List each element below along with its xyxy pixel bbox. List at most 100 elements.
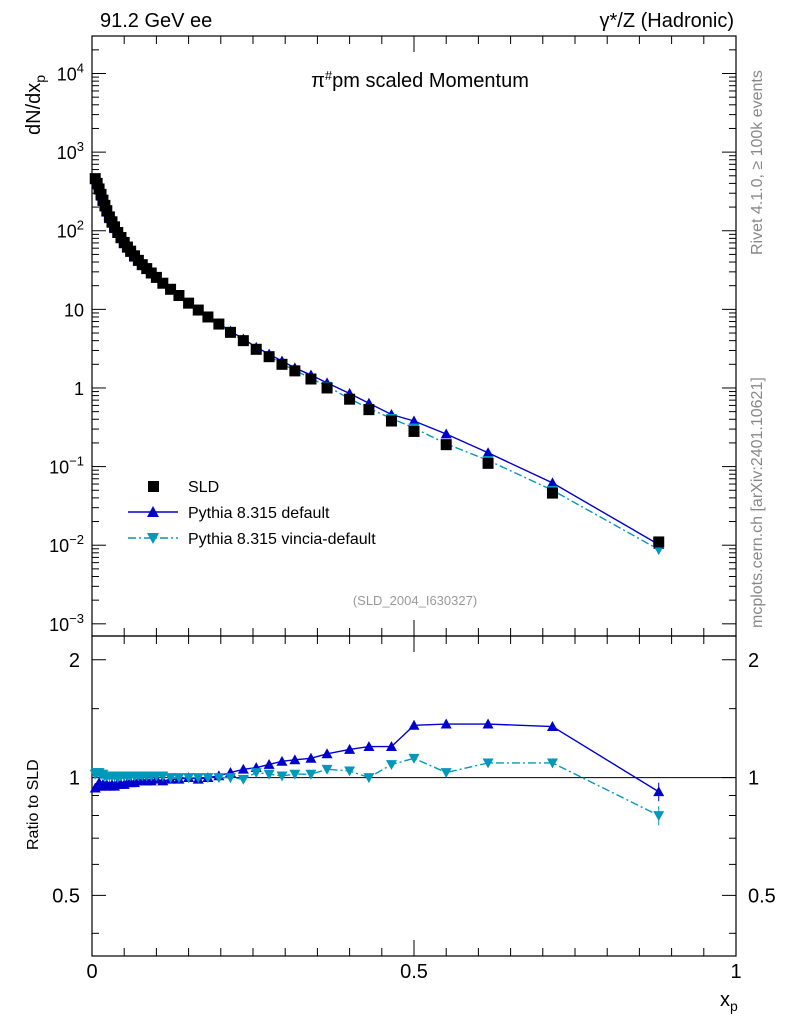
plot-title-rest: pm scaled Momentum (332, 70, 529, 92)
legend-default-marker (147, 506, 159, 517)
main-point-0-43 (653, 536, 665, 548)
main-point-0-35 (321, 382, 333, 394)
main-point-0-41 (482, 457, 494, 469)
main-point-1-42 (546, 477, 558, 488)
main-ytick-label-7: 10−3 (49, 611, 84, 635)
ratio-point-0-36 (344, 743, 356, 754)
ratio-point-1-33 (289, 769, 301, 780)
main-point-0-27 (213, 318, 225, 330)
legend-sld-label: SLD (188, 479, 219, 496)
main-point-0-20 (150, 271, 162, 283)
mcplots-label: mcplots.cern.ch [arXiv:2401.10621] (749, 377, 766, 628)
ratio-point-1-42 (546, 758, 558, 769)
ratio-point-0-34 (305, 752, 317, 763)
ratio-point-0-43 (653, 786, 665, 797)
ratio-point-1-39 (408, 753, 420, 764)
ratio-point-1-38 (385, 760, 397, 770)
ratio-point-1-37 (363, 773, 375, 784)
main-point-0-32 (276, 358, 288, 370)
main-point-0-24 (183, 297, 195, 309)
ratio-ytick-label-right-0: 2 (748, 650, 759, 672)
x-ticks: 0 0.5 1 (86, 36, 742, 983)
ratio-point-0-31 (263, 758, 275, 769)
main-point-0-22 (165, 283, 177, 295)
xtick-label-0: 0 (86, 961, 97, 983)
main-ytick-label-4: 1 (74, 379, 84, 399)
ratio-point-1-30 (250, 768, 262, 779)
ratio-ytick-label-right-1: 1 (748, 768, 759, 790)
main-point-0-31 (263, 351, 275, 363)
legend-default-label: Pythia 8.315 default (188, 505, 330, 522)
x-axis-label: xp (720, 989, 738, 1014)
main-point-2-43 (653, 545, 665, 556)
main-ytick-label-0: 104 (57, 61, 84, 85)
ratio-point-1-23 (173, 773, 185, 784)
ratio-point-0-42 (546, 721, 558, 731)
ratio-ytick-label-2: 0.5 (52, 885, 80, 907)
ratio-point-0-38 (385, 741, 397, 751)
main-point-0-40 (440, 439, 452, 451)
main-ylabel: dN/dxp (23, 75, 48, 135)
legend-vincia-marker (147, 533, 159, 544)
ratio-series (89, 718, 665, 826)
main-point-0-29 (237, 335, 249, 347)
main-ytick-label-1: 103 (57, 139, 84, 163)
main-point-0-39 (408, 425, 420, 437)
legend: SLD Pythia 8.315 default Pythia 8.315 vi… (128, 479, 376, 548)
main-point-0-42 (546, 487, 558, 499)
xtick-label-1: 0.5 (400, 961, 428, 983)
ratio-point-1-40 (440, 768, 452, 779)
main-ytick-label-3: 10 (64, 300, 84, 320)
ratio-point-1-36 (344, 766, 356, 777)
main-point-0-6 (101, 205, 113, 217)
ratio-point-1-22 (165, 773, 177, 784)
main-point-0-3 (95, 188, 107, 200)
ratio-ticks: 2 2 1 1 0.5 0.5 (52, 650, 776, 934)
ratio-point-1-28 (224, 773, 236, 784)
ratio-ytick-label-1: 1 (69, 768, 80, 790)
main-point-0-36 (344, 393, 356, 405)
ratio-ytick-label-right-2: 0.5 (748, 885, 776, 907)
ratio-point-0-32 (276, 755, 288, 766)
ratio-point-1-24 (183, 773, 195, 784)
main-point-0-30 (250, 343, 262, 355)
ratio-point-0-33 (289, 754, 301, 765)
main-point-0-25 (192, 304, 204, 316)
plot-title: π#pm scaled Momentum (311, 68, 529, 92)
main-point-0-26 (202, 311, 214, 323)
main-point-0-33 (289, 365, 301, 377)
ratio-point-1-31 (263, 769, 275, 780)
ratio-point-1-27 (213, 773, 225, 784)
ratio-panel-frame (91, 635, 737, 957)
ratio-point-1-25 (192, 773, 204, 784)
ratio-ylabel: Ratio to SLD (25, 759, 42, 850)
main-point-0-1 (91, 177, 103, 189)
main-ytick-label-2: 102 (57, 218, 84, 242)
ratio-point-1-35 (321, 764, 333, 775)
ratio-ytick-label-0: 2 (69, 650, 80, 672)
main-point-0-9 (109, 221, 121, 233)
main-point-0-23 (173, 290, 185, 302)
ratio-point-1-32 (276, 771, 288, 782)
main-point-1-40 (440, 428, 452, 439)
ratio-point-0-37 (363, 741, 375, 751)
ratio-point-0-39 (408, 719, 420, 730)
process-label: γ*/Z (Hadronic) (600, 10, 734, 32)
legend-vincia-label: Pythia 8.315 vincia-default (188, 531, 376, 548)
main-point-1-39 (408, 415, 420, 426)
analysis-watermark: (SLD_2004_I630327) (353, 593, 477, 608)
main-line-1 (94, 179, 660, 546)
ratio-point-0-41 (482, 718, 494, 729)
xtick-label-2: 1 (730, 961, 741, 983)
main-point-0-28 (224, 326, 236, 338)
ratio-point-0-35 (321, 748, 333, 759)
main-point-0-38 (385, 415, 397, 427)
main-ytick-label-5: 10−1 (49, 454, 84, 478)
ratio-point-0-29 (237, 763, 249, 774)
ratio-point-1-41 (482, 758, 494, 769)
main-point-0-34 (305, 373, 317, 385)
main-ytick-label-6: 10−2 (49, 532, 84, 556)
main-series (89, 173, 665, 556)
